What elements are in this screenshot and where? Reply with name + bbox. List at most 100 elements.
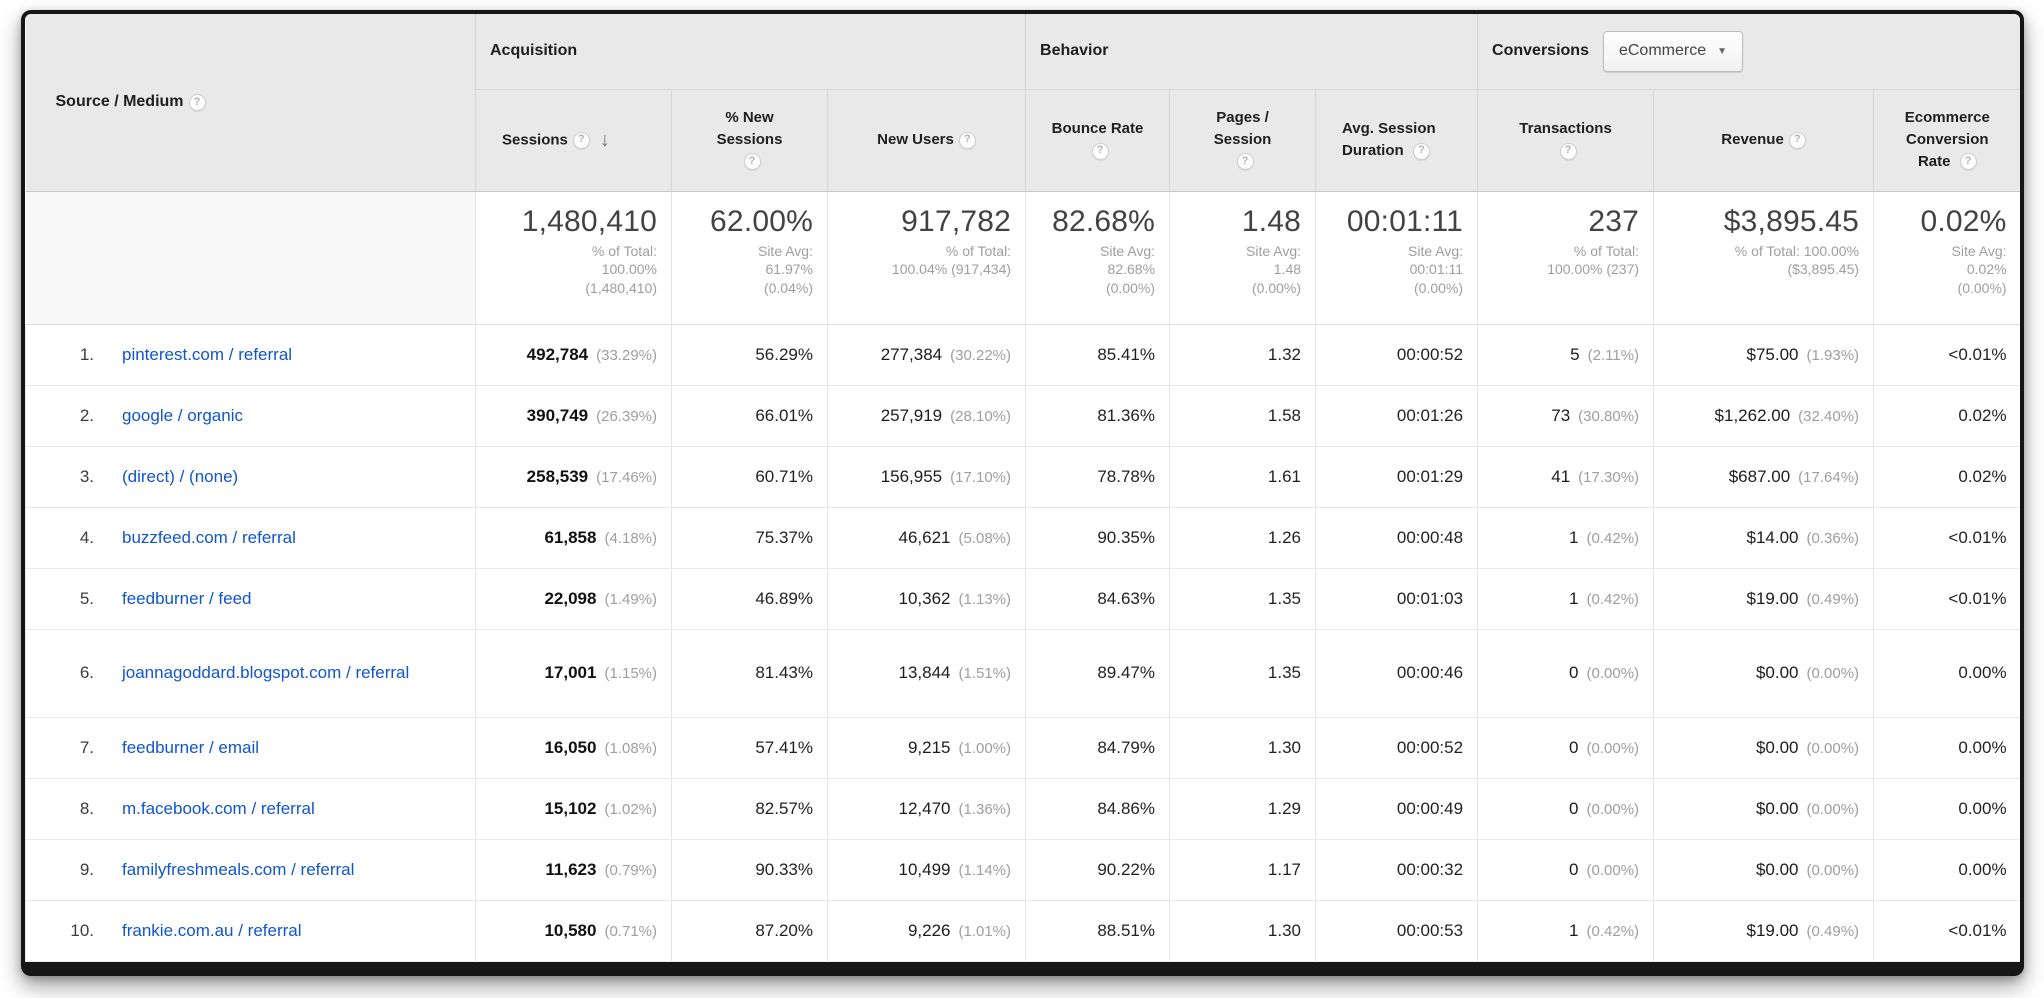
column-header-transactions[interactable]: Transactions ? (1477, 88, 1654, 192)
row-number: 10. (70, 920, 94, 940)
bounce-rate-cell: 84.86% (1025, 778, 1170, 840)
help-icon[interactable]: ? (572, 131, 590, 149)
column-header-ecommerce-conversion-rate[interactable]: Ecommerce Conversion Rate ? (1873, 88, 2020, 192)
table-row: 7. feedburner / email 16,050 (1.08%) 57.41… (25, 717, 2020, 779)
sessions-cell: 61,858 (4.18%) (475, 507, 672, 569)
table-row: 1. pinterest.com / referral 492,784 (33.29… (25, 324, 2020, 386)
pages-session-cell: 1.30 (1169, 900, 1316, 962)
sessions-cell: 258,539 (17.46%) (475, 446, 672, 508)
new-users-cell: 9,226 (1.01%) (826, 900, 1026, 962)
table-row: 8. m.facebook.com / referral 15,102 (1.02%… (25, 778, 2020, 840)
group-header-conversions: Conversions eCommerce ▼ (1477, 14, 2020, 89)
source-medium-label: Source / Medium (55, 93, 184, 111)
bounce-rate-cell: 89.47% (1025, 629, 1170, 718)
source-medium-table: Source / Medium? Acquisition Behavior Co… (25, 14, 2020, 962)
help-icon[interactable]: ? (1412, 142, 1430, 160)
transactions-cell: 1 (0.42%) (1477, 900, 1654, 962)
column-header-revenue[interactable]: Revenue? (1653, 88, 1874, 192)
bounce-rate-cell: 84.63% (1025, 568, 1170, 630)
source-link[interactable]: buzzfeed.com / referral (122, 527, 296, 547)
pages-session-cell: 1.61 (1169, 446, 1316, 508)
sessions-cell: 10,580 (0.71%) (475, 900, 672, 962)
avg-session-duration-cell: 00:00:52 (1315, 717, 1478, 779)
transactions-cell: 0 (0.00%) (1477, 839, 1654, 901)
table-row: 2. google / organic 390,749 (26.39%) 66.01… (25, 385, 2020, 447)
avg-session-duration-cell: 00:00:53 (1315, 900, 1478, 962)
help-icon[interactable]: ? (1959, 153, 1977, 171)
help-icon[interactable]: ? (1236, 153, 1254, 171)
help-icon[interactable]: ? (188, 93, 206, 111)
new-sessions-cell: 90.33% (671, 839, 828, 901)
row-number: 3. (79, 466, 94, 486)
pages-session-cell: 1.17 (1169, 839, 1316, 901)
new-sessions-cell: 46.89% (671, 568, 828, 630)
avg-session-duration-cell: 00:01:03 (1315, 568, 1478, 630)
column-header-source-medium[interactable]: Source / Medium? (25, 14, 476, 192)
acquisition-label: Acquisition (490, 42, 578, 60)
revenue-cell: $1,262.00 (32.40%) (1653, 385, 1874, 447)
column-header-sessions[interactable]: Sessions? ↓ (475, 88, 672, 192)
source-link[interactable]: joannagoddard.blogspot.com / referral (122, 663, 410, 683)
conversions-goal-dropdown[interactable]: eCommerce ▼ (1602, 30, 1744, 72)
ecommerce-conversion-rate-cell: <0.01% (1873, 900, 2020, 962)
column-header-new-sessions[interactable]: % New Sessions ? (671, 88, 828, 192)
new-users-cell: 156,955 (17.10%) (826, 446, 1026, 508)
source-link[interactable]: feedburner / email (122, 737, 260, 757)
help-icon[interactable]: ? (1091, 142, 1109, 160)
pages-session-cell: 1.32 (1169, 324, 1316, 386)
help-icon[interactable]: ? (958, 131, 976, 149)
sessions-cell: 22,098 (1.49%) (475, 568, 672, 630)
new-users-cell: 10,499 (1.14%) (826, 839, 1026, 901)
new-users-cell: 10,362 (1.13%) (826, 568, 1026, 630)
source-link[interactable]: familyfreshmeals.com / referral (122, 859, 355, 879)
pages-session-cell: 1.35 (1169, 629, 1316, 718)
pages-session-cell: 1.29 (1169, 778, 1316, 840)
source-link[interactable]: (direct) / (none) (122, 466, 239, 486)
new-sessions-cell: 81.43% (671, 629, 828, 718)
table-row: 9. familyfreshmeals.com / referral 11,623… (25, 839, 2020, 901)
row-number: 6. (79, 663, 94, 682)
column-header-avg-session-duration[interactable]: Avg. Session Duration ? (1315, 88, 1478, 192)
transactions-cell: 0 (0.00%) (1477, 629, 1654, 718)
column-header-new-users[interactable]: New Users? (826, 88, 1026, 192)
totals-avg-session-duration: 00:01:11 Site Avg: 00:01:11 (0.00%) (1315, 191, 1478, 325)
conversions-label: Conversions (1492, 42, 1589, 60)
row-number: 1. (79, 344, 94, 364)
new-users-cell: 13,844 (1.51%) (826, 629, 1026, 718)
dropdown-value: eCommerce (1618, 42, 1707, 60)
source-link[interactable]: pinterest.com / referral (122, 344, 293, 364)
totals-bounce-rate: 82.68% Site Avg: 82.68% (0.00%) (1025, 191, 1170, 325)
help-icon[interactable]: ? (1788, 131, 1806, 149)
ecommerce-conversion-rate-cell: 0.02% (1873, 385, 2020, 447)
source-link[interactable]: google / organic (122, 405, 243, 425)
row-number: 7. (79, 737, 94, 757)
sessions-cell: 11,623 (0.79%) (475, 839, 672, 901)
revenue-cell: $687.00 (17.64%) (1653, 446, 1874, 508)
table-row: 5. feedburner / feed 22,098 (1.49%) 46.89%… (25, 568, 2020, 630)
ecommerce-conversion-rate-cell: 0.00% (1873, 839, 2020, 901)
group-header-behavior: Behavior (1025, 14, 1478, 89)
transactions-cell: 0 (0.00%) (1477, 778, 1654, 840)
revenue-cell: $19.00 (0.49%) (1653, 568, 1874, 630)
pages-session-cell: 1.35 (1169, 568, 1316, 630)
column-header-bounce-rate[interactable]: Bounce Rate ? (1025, 88, 1170, 192)
bounce-rate-cell: 90.35% (1025, 507, 1170, 569)
revenue-cell: $0.00 (0.00%) (1653, 629, 1874, 718)
column-header-pages-session[interactable]: Pages / Session ? (1169, 88, 1316, 192)
source-link[interactable]: m.facebook.com / referral (122, 798, 315, 818)
new-sessions-cell: 75.37% (671, 507, 828, 569)
revenue-cell: $0.00 (0.00%) (1653, 717, 1874, 779)
pages-session-cell: 1.30 (1169, 717, 1316, 779)
help-icon[interactable]: ? (743, 153, 761, 171)
bounce-rate-cell: 88.51% (1025, 900, 1170, 962)
avg-session-duration-cell: 00:00:52 (1315, 324, 1478, 386)
source-link[interactable]: feedburner / feed (122, 588, 252, 608)
sessions-cell: 390,749 (26.39%) (475, 385, 672, 447)
sort-desc-icon[interactable]: ↓ (599, 128, 610, 151)
chevron-down-icon: ▼ (1717, 45, 1728, 57)
source-link[interactable]: frankie.com.au / referral (122, 920, 302, 940)
totals-transactions: 237 % of Total: 100.00% (237) (1477, 191, 1654, 325)
transactions-cell: 5 (2.11%) (1477, 324, 1654, 386)
new-sessions-cell: 57.41% (671, 717, 828, 779)
help-icon[interactable]: ? (1559, 142, 1577, 160)
